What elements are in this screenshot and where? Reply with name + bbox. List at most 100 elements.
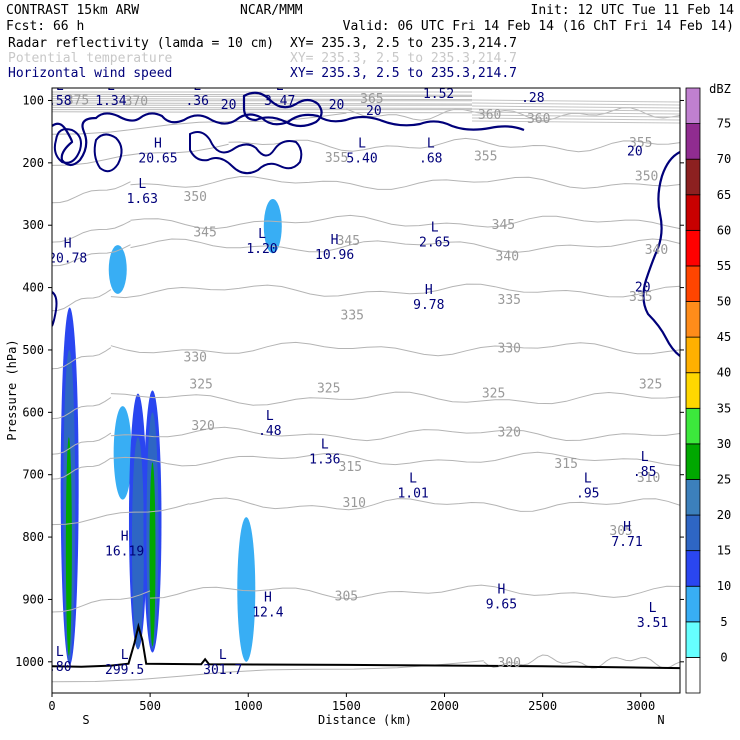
colorbar-swatch-15 xyxy=(685,123,701,160)
theta-stratosphere-right-6 xyxy=(471,117,680,121)
colorbar-level-65: 65 xyxy=(717,188,731,202)
theta-label: 300 xyxy=(498,656,521,671)
organization: NCAR/MMM xyxy=(240,3,303,18)
colorbar-level-0: 0 xyxy=(720,650,727,664)
wind-extremum-value: 20.65 xyxy=(138,151,177,166)
colorbar-swatch-2 xyxy=(685,585,701,623)
colorbar-level-25: 25 xyxy=(717,472,731,486)
theta-label: 365 xyxy=(360,92,383,107)
theta-label: 355 xyxy=(629,136,652,151)
forecast-hour: Fcst: 66 h xyxy=(6,19,84,34)
theta-label: 360 xyxy=(527,112,550,127)
wind-high-marker: H xyxy=(497,582,505,597)
wind-extremum-value: 1.36 xyxy=(309,453,340,468)
colorbar-level-55: 55 xyxy=(717,259,731,273)
field-xsec-theta: XY= 235.3, 2.5 to 235.3,214.7 xyxy=(290,51,517,66)
reflectivity-cell-5 xyxy=(65,437,72,656)
wind-speed-label: 20 xyxy=(329,98,345,113)
colorbar-level-70: 70 xyxy=(717,152,731,166)
colorbar-level-60: 60 xyxy=(717,223,731,237)
colorbar-swatch-4 xyxy=(685,514,701,552)
colorbar-level-45: 45 xyxy=(717,330,731,344)
theta-label: 345 xyxy=(193,226,216,241)
theta-label: 350 xyxy=(184,190,207,205)
field-name-theta: Potential temperature xyxy=(8,51,173,66)
theta-label: 335 xyxy=(629,290,652,305)
wind-extremum-value: 12.4 xyxy=(252,606,283,621)
wind-contour-core-left2 xyxy=(93,133,123,173)
theta-label: 340 xyxy=(496,249,519,264)
theta-label: 335 xyxy=(498,293,521,308)
theta-stratosphere-line-5 xyxy=(52,102,473,105)
x-tick-label-0: 0 xyxy=(48,699,55,713)
colorbar-swatch-9 xyxy=(685,336,701,374)
y-axis-label: Pressure (hPa) xyxy=(5,339,19,440)
theta-contour-310 xyxy=(189,497,680,512)
reflectivity-cell-1 xyxy=(263,199,282,254)
wind-low-marker: L xyxy=(529,76,537,91)
wind-contour-core-left xyxy=(53,128,82,164)
wind-low-marker: L xyxy=(56,79,64,94)
theta-label: 325 xyxy=(639,377,662,392)
colorbar: 0 5 10 15 20 25 30 35 40 45 50 55 60 65 70 75 xyxy=(685,87,731,694)
reflectivity-cell-0 xyxy=(108,245,127,294)
x-tick-label-1500: 1500 xyxy=(332,699,361,713)
field-xsec-reflectivity: XY= 235.3, 2.5 to 235.3,214.7 xyxy=(290,36,517,51)
wind-high-marker: H xyxy=(264,591,272,606)
wind-extremum-value: 301.7 xyxy=(203,663,242,678)
theta-contour-315 xyxy=(110,451,680,467)
wind-contour-right xyxy=(642,151,680,357)
theta-stratosphere-right-5 xyxy=(471,114,680,118)
wind-speed-label: 20 xyxy=(635,281,651,296)
theta-contour-left-355 xyxy=(52,143,229,166)
wind-extremum-value: 1.20 xyxy=(246,242,277,257)
wind-contour-upper xyxy=(52,112,525,167)
colorbar-swatch-7 xyxy=(685,407,701,445)
wind-extremum-value: 3.47 xyxy=(264,94,295,109)
wind-extremum-value: 3.51 xyxy=(637,616,668,631)
colorbar-swatch-12 xyxy=(685,229,701,267)
theta-contour-325 xyxy=(110,391,680,406)
theta-label: 345 xyxy=(337,234,360,249)
wind-extremum-value: 10.96 xyxy=(315,248,354,263)
theta-label: 320 xyxy=(191,419,214,434)
theta-stratosphere-line-7 xyxy=(52,106,473,109)
theta-stratosphere-right-0 xyxy=(471,99,680,103)
wind-low-marker: L xyxy=(276,79,284,94)
theta-label: 335 xyxy=(341,309,364,324)
wind-contour-layer xyxy=(52,91,680,357)
wind-extremum-value: 16.19 xyxy=(105,544,144,559)
y-tick-label-200: 200 xyxy=(22,156,44,170)
theta-label: 360 xyxy=(478,108,501,123)
plot-frame xyxy=(51,87,681,694)
colorbar-level-10: 10 xyxy=(717,579,731,593)
x-tick-label-3000: 3000 xyxy=(626,699,655,713)
wind-extremum-value: 9.78 xyxy=(413,298,444,313)
theta-label: 330 xyxy=(498,342,521,357)
wind-extremum-value: 9.65 xyxy=(486,597,517,612)
wind-extremum-value: .80 xyxy=(48,660,71,675)
field-xsec-wind: XY= 235.3, 2.5 to 235.3,214.7 xyxy=(290,66,517,81)
theta-label: 305 xyxy=(335,589,358,604)
y-tick-label-300: 300 xyxy=(22,218,44,232)
wind-low-marker: L xyxy=(641,450,649,465)
colorbar-swatch-5 xyxy=(685,479,701,516)
x-tick-label-500: 500 xyxy=(139,699,161,713)
wind-speed-label: 20 xyxy=(627,145,643,160)
theta-stratosphere-line-9 xyxy=(52,111,473,114)
theta-stratosphere-right-1 xyxy=(471,102,680,106)
colorbar-level-30: 30 xyxy=(717,437,731,451)
theta-contour-335 xyxy=(110,283,680,299)
axes: 0 500 1000 1500 2000 2500 3000 100 200 300 400 500 6… xyxy=(15,93,684,713)
theta-label: 315 xyxy=(554,457,577,472)
x-axis-south-label: S xyxy=(82,713,89,727)
wind-speed-label: 20 xyxy=(221,98,237,113)
theta-contour-345 xyxy=(130,214,680,230)
y-tick-label-900: 900 xyxy=(22,592,44,606)
colorbar-swatch-14 xyxy=(685,158,701,196)
theta-contour-left-320 xyxy=(52,432,112,455)
valid-time: Valid: 06 UTC Fri 14 Feb 14 (16 ChT Fri … xyxy=(343,19,734,34)
header: CONTRAST 15km ARW NCAR/MMM Init: 12 UTC … xyxy=(6,3,734,81)
field-name-wind: Horizontal wind speed xyxy=(8,66,172,81)
